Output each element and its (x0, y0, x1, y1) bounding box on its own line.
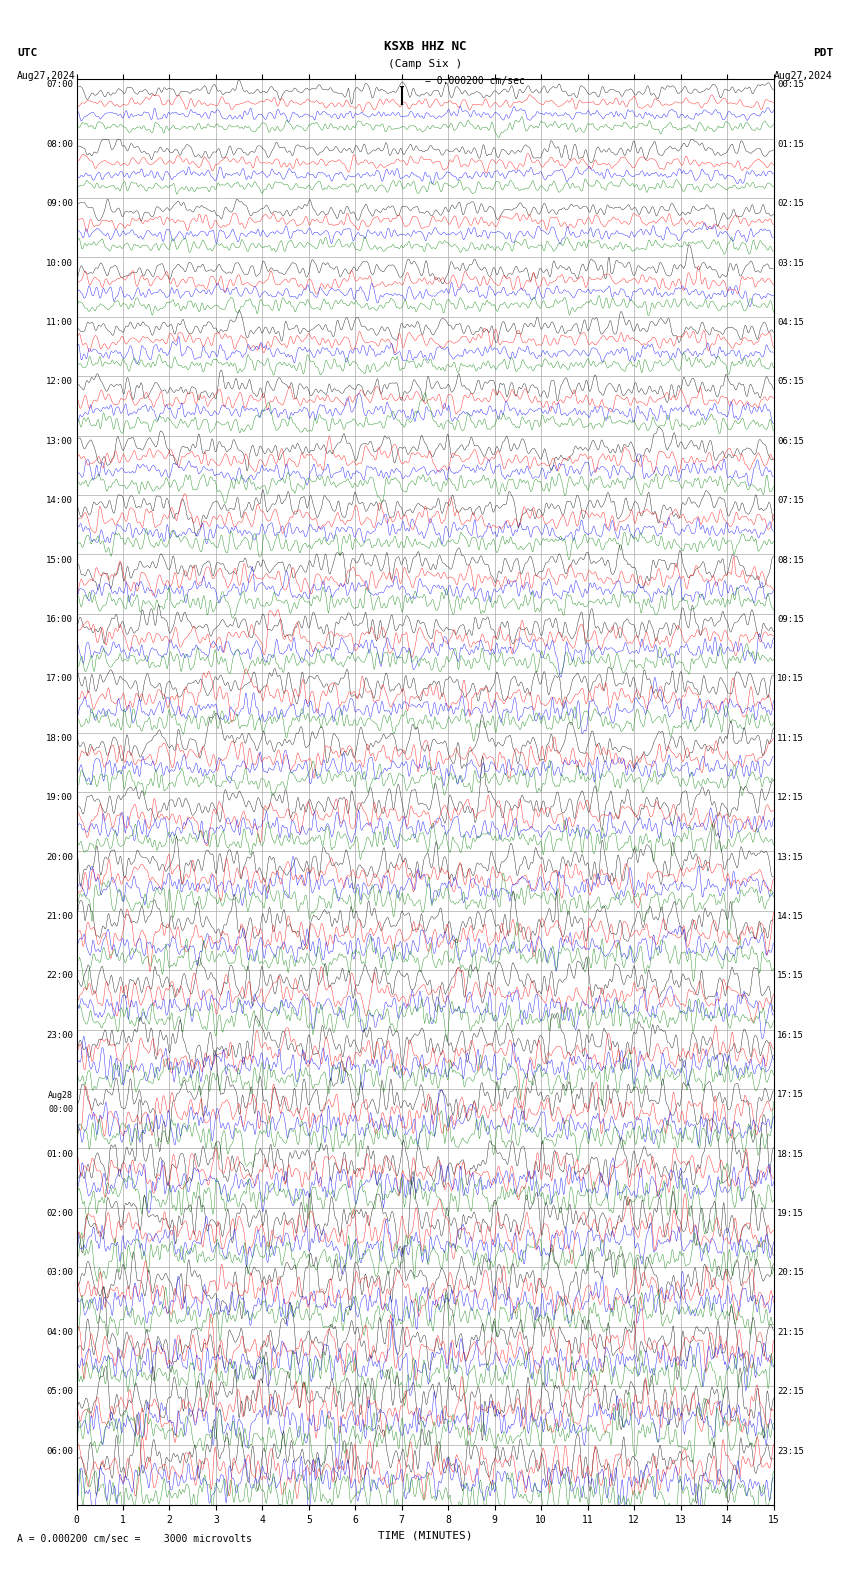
Text: 06:00: 06:00 (46, 1446, 73, 1456)
Text: 17:15: 17:15 (777, 1090, 804, 1099)
Text: 13:15: 13:15 (777, 852, 804, 862)
Text: 14:00: 14:00 (46, 496, 73, 505)
Text: 20:15: 20:15 (777, 1269, 804, 1277)
Text: 11:15: 11:15 (777, 733, 804, 743)
Text: = 0.000200 cm/sec: = 0.000200 cm/sec (425, 76, 524, 86)
Text: 18:15: 18:15 (777, 1150, 804, 1158)
Text: Aug28: Aug28 (48, 1091, 73, 1101)
Text: 18:00: 18:00 (46, 733, 73, 743)
Text: 15:15: 15:15 (777, 971, 804, 980)
Text: 17:00: 17:00 (46, 675, 73, 683)
Text: 03:00: 03:00 (46, 1269, 73, 1277)
Text: 20:00: 20:00 (46, 852, 73, 862)
Text: 22:00: 22:00 (46, 971, 73, 980)
Text: 01:00: 01:00 (46, 1150, 73, 1158)
Text: KSXB HHZ NC: KSXB HHZ NC (383, 40, 467, 52)
Text: 13:00: 13:00 (46, 437, 73, 445)
Text: 04:15: 04:15 (777, 318, 804, 326)
Text: 06:15: 06:15 (777, 437, 804, 445)
Text: Aug27,2024: Aug27,2024 (774, 71, 833, 81)
Text: 07:00: 07:00 (46, 81, 73, 89)
Text: 05:00: 05:00 (46, 1388, 73, 1396)
Text: 07:15: 07:15 (777, 496, 804, 505)
Text: 23:00: 23:00 (46, 1031, 73, 1039)
Text: PDT: PDT (813, 48, 833, 57)
Text: 12:15: 12:15 (777, 794, 804, 802)
Text: 22:15: 22:15 (777, 1388, 804, 1396)
Text: UTC: UTC (17, 48, 37, 57)
Text: 14:15: 14:15 (777, 912, 804, 920)
Text: 08:00: 08:00 (46, 139, 73, 149)
Text: 10:00: 10:00 (46, 258, 73, 268)
Text: 19:00: 19:00 (46, 794, 73, 802)
X-axis label: TIME (MINUTES): TIME (MINUTES) (377, 1530, 473, 1540)
Text: A = 0.000200 cm/sec =    3000 microvolts: A = 0.000200 cm/sec = 3000 microvolts (17, 1535, 252, 1544)
Text: 04:00: 04:00 (46, 1327, 73, 1337)
Text: Aug27,2024: Aug27,2024 (17, 71, 76, 81)
Text: 02:00: 02:00 (46, 1209, 73, 1218)
Text: (Camp Six ): (Camp Six ) (388, 59, 462, 68)
Text: 01:15: 01:15 (777, 139, 804, 149)
Text: 09:00: 09:00 (46, 200, 73, 208)
Text: 10:15: 10:15 (777, 675, 804, 683)
Text: 16:00: 16:00 (46, 615, 73, 624)
Text: 19:15: 19:15 (777, 1209, 804, 1218)
Text: 03:15: 03:15 (777, 258, 804, 268)
Text: 21:15: 21:15 (777, 1327, 804, 1337)
Text: 00:00: 00:00 (48, 1106, 73, 1114)
Text: 09:15: 09:15 (777, 615, 804, 624)
Text: 16:15: 16:15 (777, 1031, 804, 1039)
Text: 21:00: 21:00 (46, 912, 73, 920)
Text: 05:15: 05:15 (777, 377, 804, 386)
Text: 15:00: 15:00 (46, 556, 73, 564)
Text: 00:15: 00:15 (777, 81, 804, 89)
Text: 23:15: 23:15 (777, 1446, 804, 1456)
Text: 12:00: 12:00 (46, 377, 73, 386)
Text: 08:15: 08:15 (777, 556, 804, 564)
Text: 11:00: 11:00 (46, 318, 73, 326)
Text: 02:15: 02:15 (777, 200, 804, 208)
